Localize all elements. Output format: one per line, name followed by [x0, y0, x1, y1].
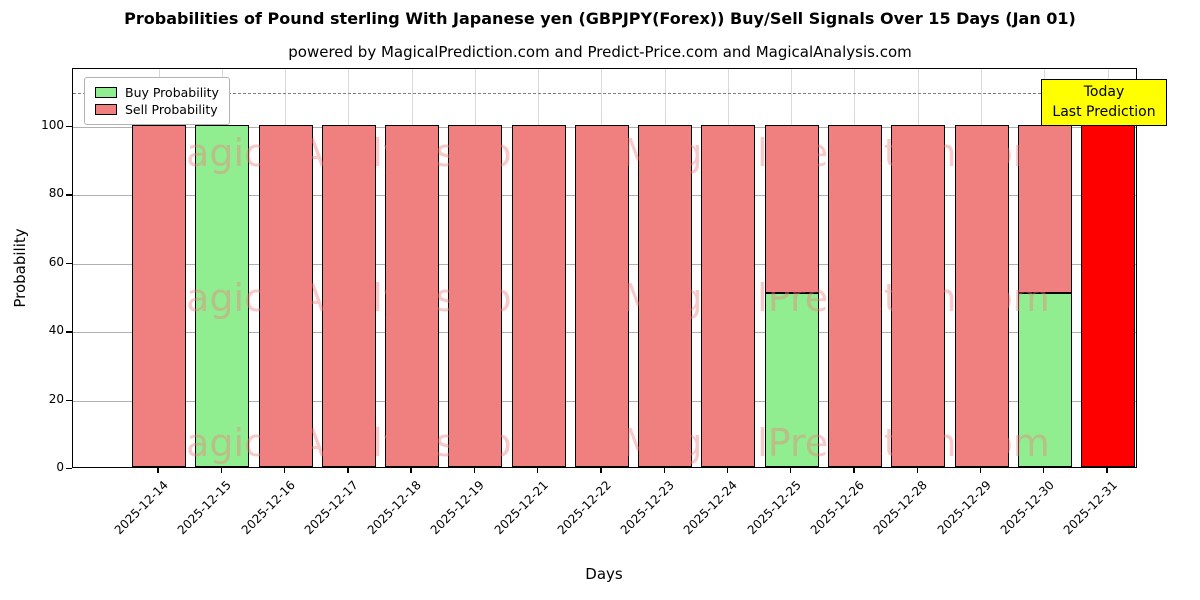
x-tick-label: 2025-12-26 [807, 478, 867, 538]
watermark-text: MagicalAnalysis.com [153, 276, 549, 320]
x-tick-label: 2025-12-28 [870, 478, 931, 538]
y-tick-mark [66, 331, 72, 333]
chart-title: Probabilities of Pound sterling With Jap… [124, 9, 1076, 28]
x-tick-mark [220, 468, 222, 473]
watermark-text: MagicalAnalysis.com [153, 131, 549, 175]
x-tick-mark [1106, 468, 1108, 473]
today-bar [1081, 125, 1136, 467]
today-annotation-line2: Last Prediction [1052, 103, 1156, 120]
sell-bar-segment [511, 125, 566, 467]
x-tick-mark [853, 468, 855, 473]
x-tick-label: 2025-12-16 [238, 478, 298, 538]
today-annotation-line1: Today [1083, 84, 1125, 100]
y-tick-label: 0 [56, 460, 64, 474]
x-tick-mark [157, 468, 159, 473]
x-tick-label: 2025-12-17 [301, 478, 361, 538]
sell-bar-segment [954, 125, 1009, 467]
x-tick-mark [600, 468, 602, 473]
sell-bar-segment [132, 125, 186, 467]
x-tick-mark [979, 468, 982, 473]
x-tick-mark [726, 468, 729, 473]
x-tick-label: 2025-12-31 [1060, 478, 1120, 538]
x-tick-label: 2025-12-22 [554, 478, 614, 538]
legend-entry-buy: Buy Probability [95, 84, 219, 101]
x-tick-mark [916, 468, 918, 473]
legend-entry-sell: Sell Probability [95, 101, 219, 118]
legend: Buy Probability Sell Probability [84, 77, 230, 125]
x-tick-label: 2025-12-24 [681, 478, 741, 538]
buy-bar-segment [195, 125, 250, 467]
y-tick-label: 40 [48, 323, 64, 338]
x-tick-label: 2025-12-14 [111, 478, 171, 538]
watermark-text: MagicalPrediction.com [622, 276, 1050, 320]
x-axis-label: Days [585, 565, 623, 583]
x-tick-label: 2025-12-30 [997, 478, 1057, 538]
sell-bar-segment [448, 125, 503, 467]
y-tick-label: 100 [41, 118, 64, 133]
sell-bar-segment [701, 125, 756, 467]
legend-label-buy: Buy Probability [125, 85, 219, 100]
y-tick-mark [66, 194, 72, 196]
sell-bar-segment [1017, 125, 1072, 293]
x-tick-mark [790, 468, 792, 473]
today-annotation: Today Last Prediction [1041, 79, 1167, 127]
x-tick-mark [473, 468, 476, 473]
x-tick-label: 2025-12-21 [491, 478, 551, 538]
x-tick-mark [1043, 468, 1045, 473]
y-tick-mark [66, 468, 72, 470]
watermark-text: MagicalAnalysis.com [153, 421, 549, 465]
threshold-dashed-line [73, 92, 1136, 94]
x-tick-mark [663, 468, 665, 473]
watermark-text: MagicalPrediction.com [622, 131, 1050, 175]
sell-bar-segment [385, 125, 440, 467]
x-tick-mark [283, 468, 286, 473]
x-tick-label: 2025-12-23 [617, 478, 678, 538]
sell-bar-segment [891, 125, 946, 467]
y-tick-mark [66, 399, 72, 401]
sell-color-swatch [95, 104, 117, 115]
plot-area: MagicalAnalysis.com MagicalPrediction.com… [72, 68, 1137, 468]
x-tick-label: 2025-12-18 [364, 478, 424, 538]
y-tick-label: 80 [48, 186, 64, 201]
legend-label-sell: Sell Probability [125, 102, 218, 117]
sell-bar-segment [321, 125, 376, 467]
x-tick-mark [537, 468, 539, 473]
buy-bar-segment [1017, 292, 1072, 467]
sell-bar-segment [827, 125, 882, 467]
y-tick-label: 60 [48, 254, 64, 269]
buy-color-swatch [95, 87, 117, 98]
x-tick-label: 2025-12-15 [174, 478, 235, 538]
watermark-text: MagicalPrediction.com [622, 421, 1050, 465]
sell-bar-segment [574, 125, 629, 467]
x-tick-mark [410, 468, 412, 473]
x-tick-label: 2025-12-29 [934, 478, 994, 538]
y-tick-label: 20 [48, 391, 64, 406]
y-tick-mark [66, 126, 72, 128]
sell-bar-segment [638, 125, 693, 467]
chart-subtitle: powered by MagicalPrediction.com and Pre… [288, 43, 912, 61]
sell-bar-segment [258, 125, 313, 467]
y-tick-mark [66, 262, 72, 265]
sell-bar-segment [764, 125, 819, 293]
x-tick-mark [347, 468, 349, 473]
buy-bar-segment [764, 292, 819, 467]
x-tick-label: 2025-12-19 [428, 478, 488, 538]
x-tick-label: 2025-12-25 [744, 478, 804, 538]
